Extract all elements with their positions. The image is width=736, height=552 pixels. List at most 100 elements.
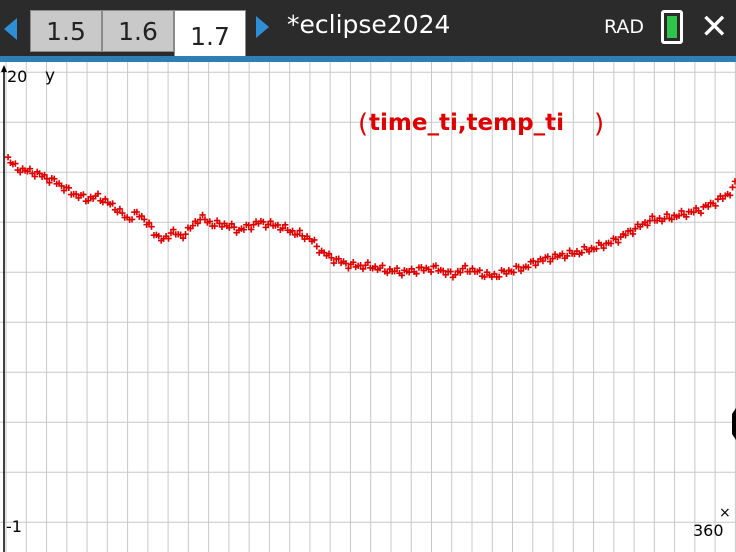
data-point: [296, 227, 303, 234]
data-point: [627, 227, 634, 234]
data-point: [289, 227, 296, 234]
x-max-label: 360: [693, 521, 724, 540]
data-point: [279, 224, 286, 232]
data-point: [148, 223, 155, 230]
document-title: *eclipse2024: [287, 10, 451, 39]
tab-1-5[interactable]: 1.5: [30, 10, 102, 52]
data-point: [335, 255, 342, 262]
data-point: [282, 221, 289, 229]
battery-icon: [661, 10, 683, 44]
y-axis-arrow-icon: [1, 65, 7, 72]
data-point: [167, 229, 175, 237]
data-point: [240, 226, 248, 233]
data-point: [649, 213, 656, 220]
data-point: [644, 222, 651, 229]
data-point: [398, 272, 406, 279]
data-point: [109, 200, 116, 207]
series-name: time_ti,temp_ti: [369, 110, 564, 136]
data-point: [678, 207, 685, 215]
data-point: [544, 253, 551, 260]
data-point: [359, 265, 367, 273]
data-point: [615, 239, 622, 246]
data-point: [267, 218, 274, 225]
data-point: [622, 232, 629, 239]
close-icon[interactable]: ✕: [700, 7, 729, 47]
data-point: [51, 175, 58, 183]
data-point: [632, 225, 639, 232]
series-label-close: ): [594, 109, 604, 139]
data-point: [325, 250, 333, 257]
data-point: [629, 230, 637, 238]
grid: [0, 62, 736, 552]
data-point: [668, 216, 675, 223]
data-point: [46, 179, 53, 186]
data-point: [697, 209, 705, 217]
data-point: [4, 153, 12, 161]
data-point: [364, 259, 372, 266]
data-point: [199, 211, 206, 219]
data-point: [350, 259, 357, 266]
data-point: [495, 273, 503, 281]
data-point: [675, 212, 683, 219]
data-point: [102, 195, 109, 203]
data-point: [705, 203, 712, 210]
data-point: [328, 254, 335, 261]
data-point: [525, 264, 532, 271]
tab-1-7[interactable]: 1.7: [174, 10, 246, 62]
data-point: [36, 170, 43, 177]
data-point: [230, 223, 238, 231]
data-point: [80, 191, 87, 198]
data-point: [683, 213, 690, 220]
data-point: [274, 221, 282, 229]
series-label: (: [358, 109, 368, 139]
data-point: [510, 269, 517, 276]
data-point: [41, 171, 48, 179]
data-point: [663, 211, 671, 218]
data-point: [578, 249, 586, 256]
graph-area[interactable]: 20 y -1 360 × ( time_ti,temp_ti ): [0, 62, 736, 552]
data-point: [311, 236, 318, 244]
data-point: [503, 270, 510, 277]
data-point: [260, 218, 267, 226]
x-axis-label: ×: [719, 505, 731, 521]
tab-1-6[interactable]: 1.6: [102, 10, 174, 52]
scroll-handle-icon[interactable]: [732, 408, 736, 440]
data-point: [342, 260, 350, 267]
data-point: [393, 265, 401, 272]
data-point: [481, 273, 488, 281]
data-point: [345, 265, 352, 272]
data-point: [12, 160, 19, 167]
data-point: [690, 209, 697, 216]
data-point: [206, 218, 214, 225]
data-point: [731, 178, 736, 185]
arrow-right-icon[interactable]: [256, 16, 269, 38]
data-point: [452, 271, 459, 278]
data-point: [31, 173, 38, 180]
data-point: [17, 169, 24, 176]
axes: [1, 65, 736, 552]
x-min-label: -1: [6, 517, 22, 536]
data-point: [607, 240, 615, 247]
data-point: [379, 262, 386, 269]
data-point: [384, 269, 391, 277]
data-point: [712, 202, 719, 210]
battery-level: [667, 16, 677, 38]
angle-mode-indicator: RAD: [604, 16, 645, 38]
data-point: [133, 208, 141, 216]
data-point: [165, 235, 172, 242]
data-point: [194, 220, 201, 227]
y-max-label: 20: [7, 67, 27, 86]
data-point: [65, 184, 73, 191]
data-point: [211, 222, 218, 230]
data-point: [585, 248, 593, 255]
data-point: [719, 195, 727, 202]
series-points: [4, 153, 736, 281]
data-point: [469, 265, 476, 272]
y-axis-label: y: [45, 66, 55, 86]
data-point: [413, 270, 420, 277]
data-point: [517, 267, 525, 275]
data-point: [476, 267, 483, 274]
title-bar: 1.5 1.6 1.7 *eclipse2024 RAD ✕: [0, 0, 736, 62]
arrow-left-icon[interactable]: [4, 18, 17, 40]
data-point: [116, 205, 124, 213]
